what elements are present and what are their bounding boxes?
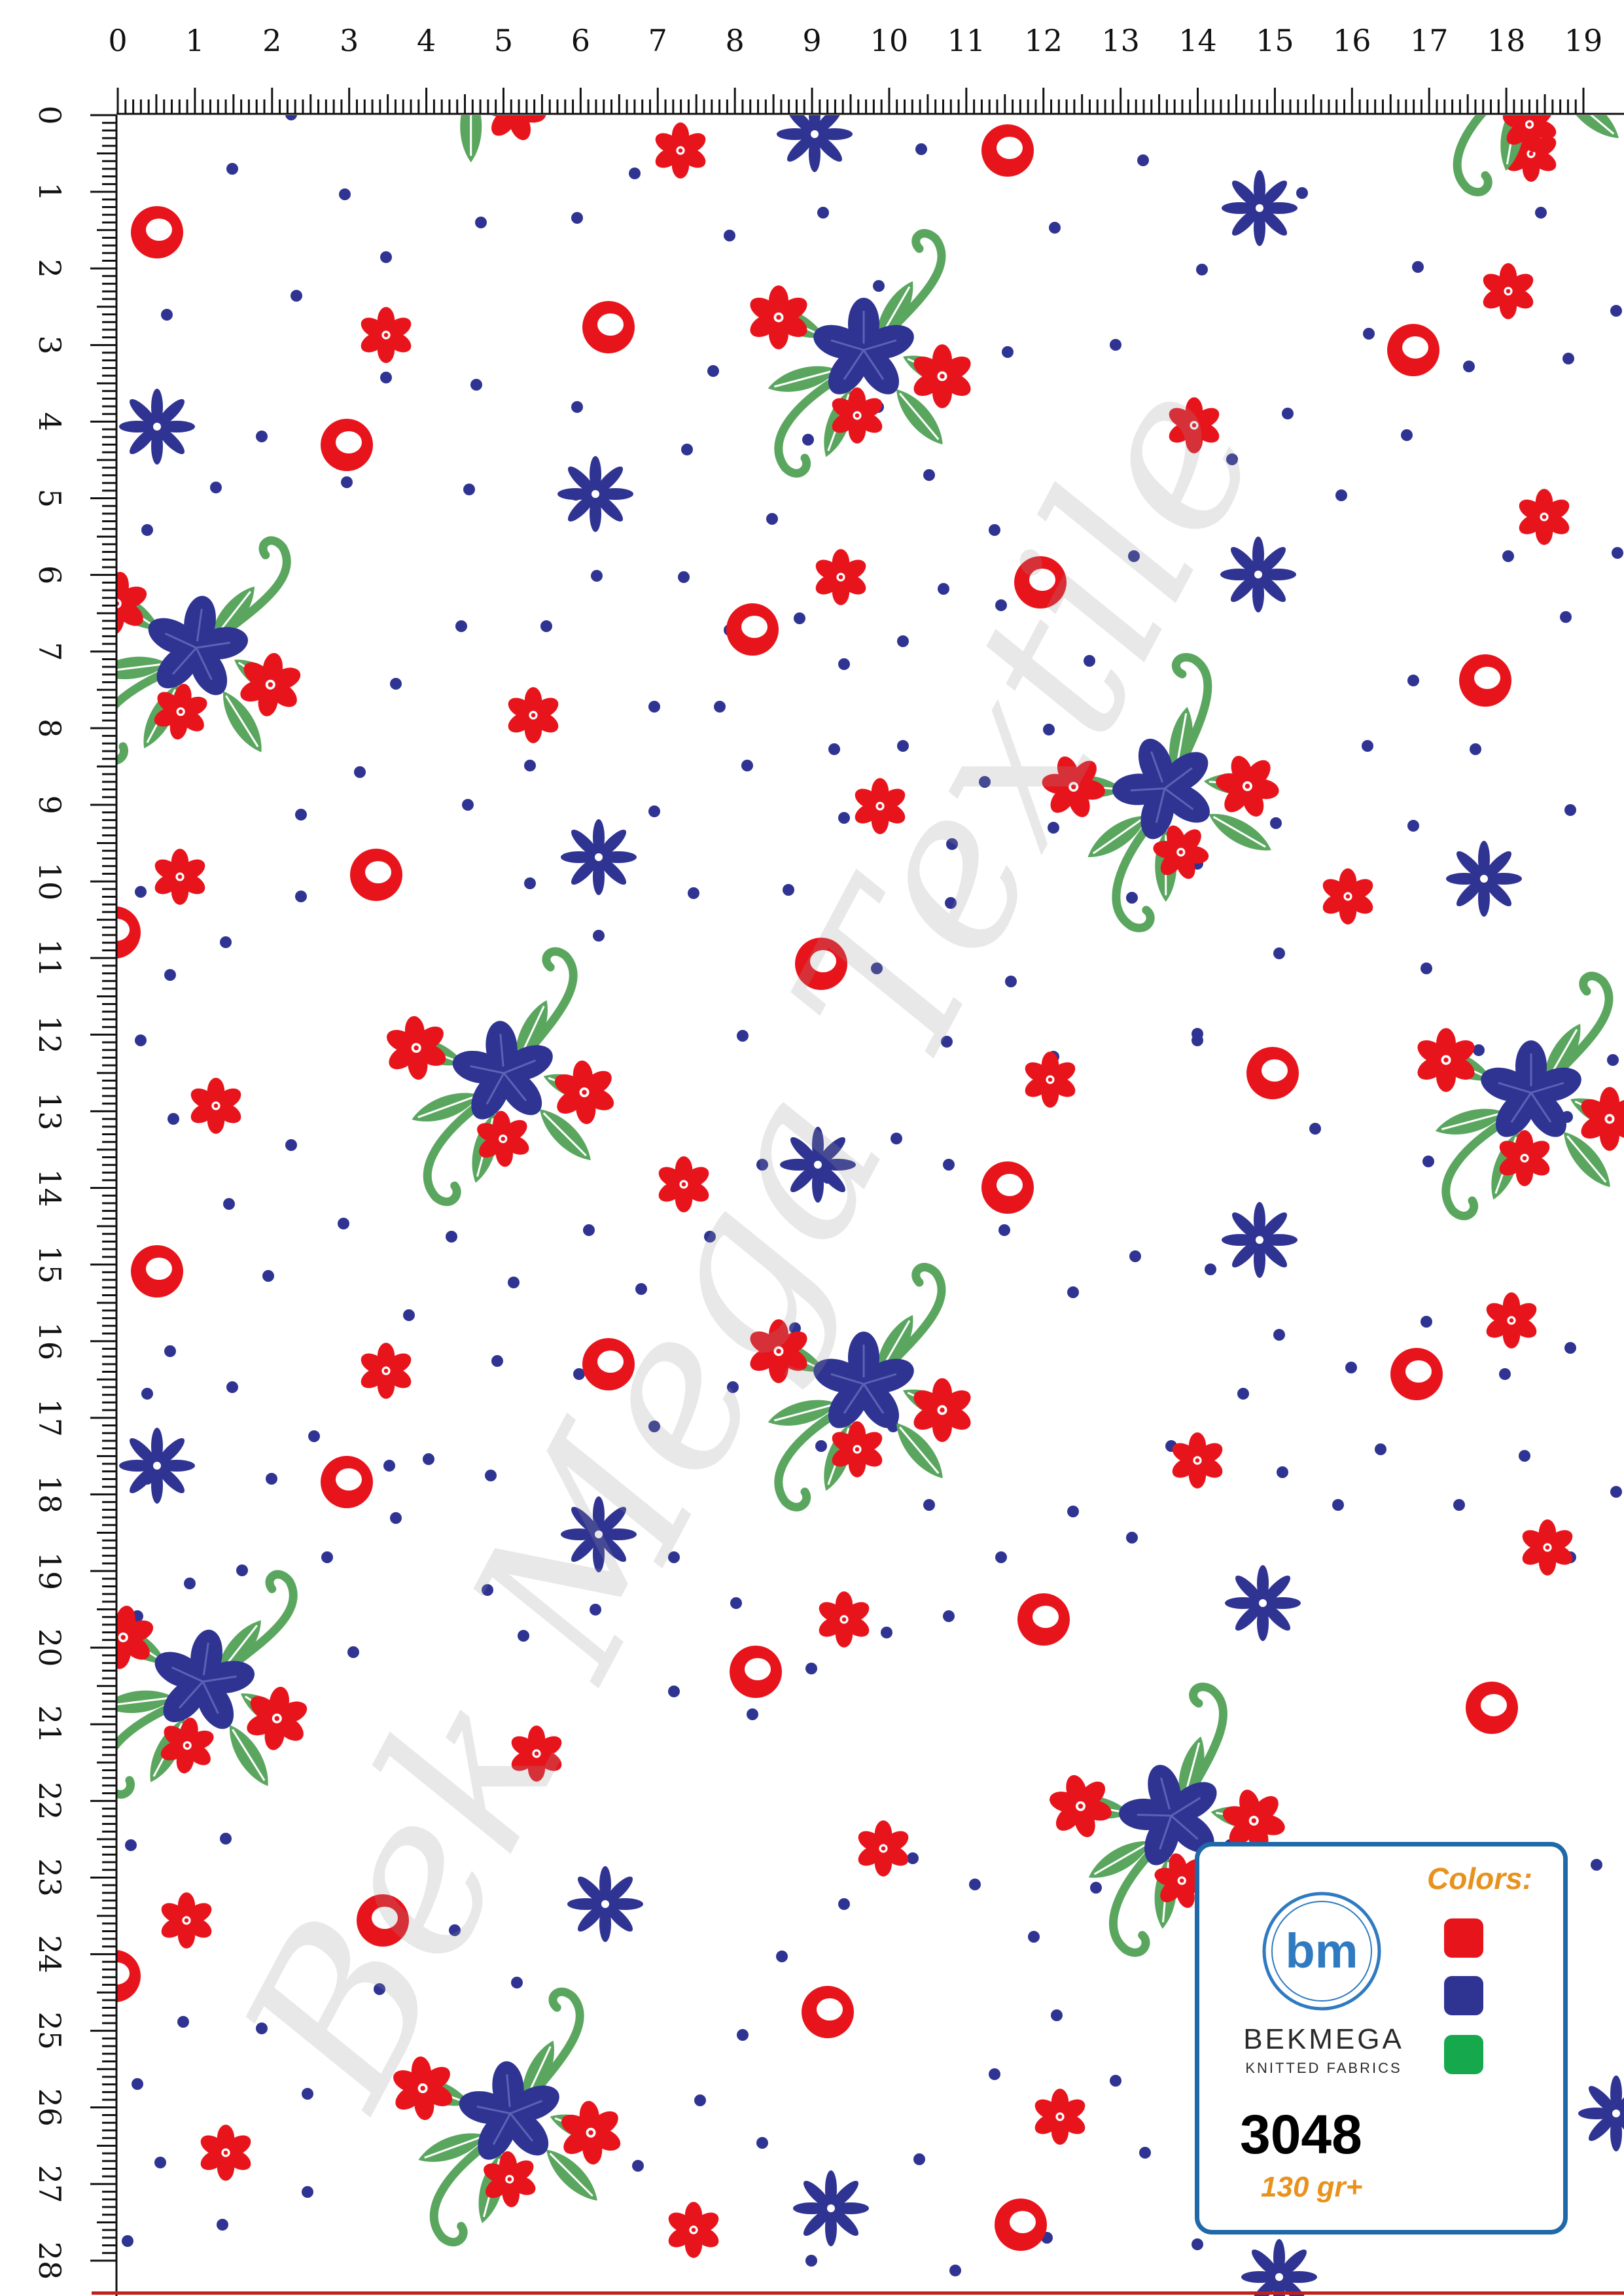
fabric-weight: 130 gr+ xyxy=(1261,2171,1363,2203)
logo-mark: bm xyxy=(1286,1924,1358,1978)
left-ruler-label: 23 xyxy=(32,1858,67,1897)
top-ruler-label: 18 xyxy=(1487,23,1526,58)
left-ruler-label: 2 xyxy=(32,259,67,278)
top-ruler-label: 2 xyxy=(262,23,281,58)
left-ruler-label: 0 xyxy=(32,105,67,124)
top-ruler-label: 8 xyxy=(726,23,745,58)
top-ruler: 0 1 2 3 4 5 6 7 8 9 10 11 12 13 14 15 16 17 18 19 xyxy=(0,0,1624,115)
top-ruler-label: 9 xyxy=(802,23,821,58)
left-ruler-label: 24 xyxy=(32,1935,67,1973)
left-ruler-label: 7 xyxy=(32,642,67,661)
top-ruler-label: 14 xyxy=(1178,23,1217,58)
blue-dot-icon xyxy=(122,109,1623,2276)
left-ruler-label: 1 xyxy=(32,182,67,201)
top-ruler-label: 19 xyxy=(1564,23,1603,58)
left-ruler-label: 6 xyxy=(32,565,67,584)
color-swatch-blue xyxy=(1444,1976,1483,2015)
colors-title: Colors: xyxy=(1427,1862,1532,1896)
top-ruler-label: 10 xyxy=(870,23,909,58)
left-ruler-label: 27 xyxy=(32,2165,67,2204)
brand-name: BEKMEGA xyxy=(1243,2023,1404,2055)
color-swatch-green xyxy=(1444,2035,1483,2074)
left-ruler-label: 14 xyxy=(32,1169,67,1207)
left-ruler-label: 15 xyxy=(32,1245,67,1284)
left-ruler-label: 4 xyxy=(32,412,67,431)
top-ruler-label: 11 xyxy=(947,23,986,58)
left-ruler-label: 11 xyxy=(32,939,67,978)
left-ruler-label: 12 xyxy=(32,1016,67,1054)
top-ruler-label: 5 xyxy=(494,23,513,58)
left-ruler-label: 22 xyxy=(32,1782,67,1820)
top-ruler-label: 6 xyxy=(571,23,590,58)
bekmega-logo-icon: bm xyxy=(1262,1892,1381,2011)
bottom-edge-line xyxy=(92,2291,1624,2295)
fabric-print-pattern: Bek Mega Textile xyxy=(63,0,1624,2296)
left-ruler-label: 20 xyxy=(32,1629,67,1667)
left-ruler-label: 18 xyxy=(32,1475,67,1514)
left-ruler-label: 28 xyxy=(32,2242,67,2280)
top-ruler-label: 16 xyxy=(1333,23,1371,58)
left-ruler-label: 17 xyxy=(32,1399,67,1438)
brand-subtitle: KNITTED FABRICS xyxy=(1245,2060,1402,2076)
top-ruler-label: 0 xyxy=(108,23,127,58)
left-ruler-label: 5 xyxy=(32,489,67,508)
left-ruler-label: 8 xyxy=(32,718,67,737)
left-ruler-label: 26 xyxy=(32,2089,67,2127)
top-ruler-label: 3 xyxy=(340,23,359,58)
left-ruler-label: 10 xyxy=(32,862,67,901)
top-ruler-label: 4 xyxy=(417,23,436,58)
top-ruler-label: 1 xyxy=(185,23,204,58)
top-ruler-label: 7 xyxy=(648,23,667,58)
left-ruler-label: 19 xyxy=(32,1552,67,1591)
left-ruler-label: 13 xyxy=(32,1092,67,1131)
top-ruler-label: 12 xyxy=(1024,23,1063,58)
top-ruler-label: 17 xyxy=(1410,23,1449,58)
left-ruler-label: 9 xyxy=(32,795,67,814)
left-ruler: 0123456789101112131415161718192021222324… xyxy=(0,105,118,2296)
left-ruler-label: 25 xyxy=(32,2011,67,2050)
left-ruler-label: 3 xyxy=(32,336,67,355)
left-ruler-label: 16 xyxy=(32,1322,67,1360)
design-code: 3048 xyxy=(1240,2104,1362,2165)
color-swatch-red xyxy=(1444,1918,1483,1958)
top-ruler-label: 13 xyxy=(1101,23,1140,58)
left-ruler-label: 21 xyxy=(32,1705,67,1744)
design-info-card: Colors: bm BEKMEGA KNITTED FABRICS 3048 … xyxy=(1195,1842,1568,2234)
top-ruler-label: 15 xyxy=(1256,23,1294,58)
